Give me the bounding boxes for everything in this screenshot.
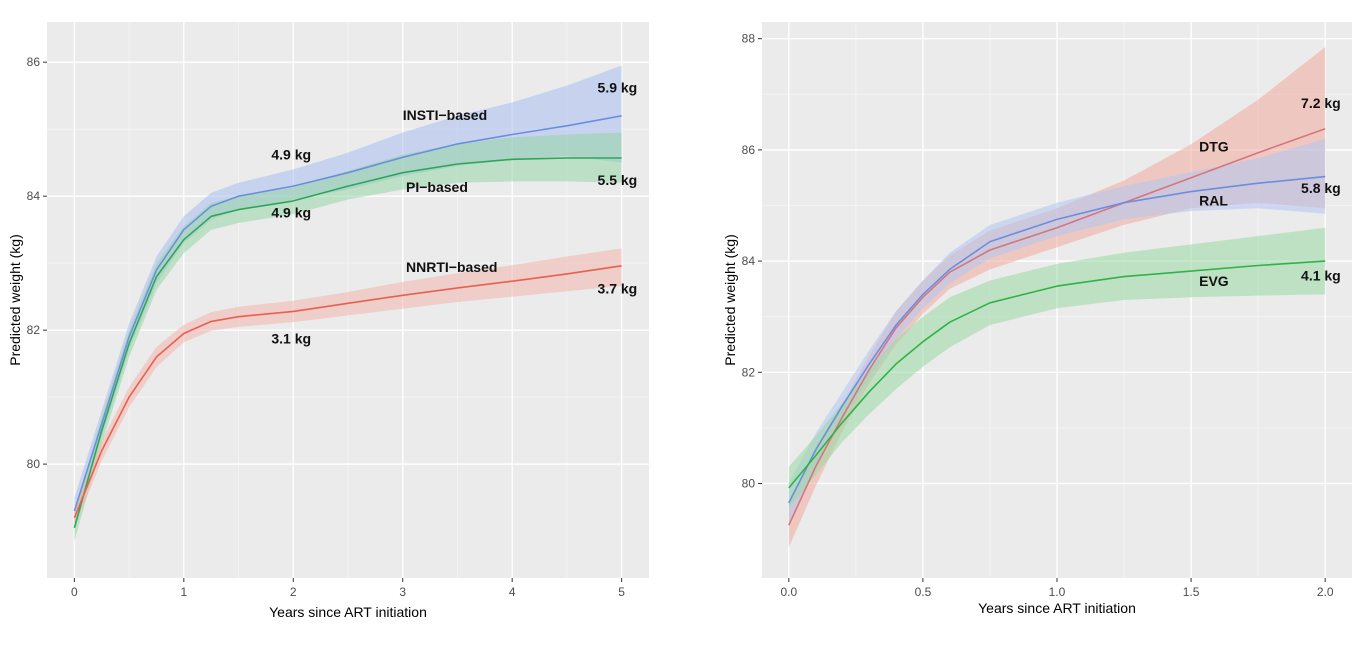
x-tick-label: 5 — [618, 585, 625, 599]
y-tick-label: 82 — [742, 365, 756, 379]
left-chart-panel: 0 1 2 3 4 5 80 82 84 86 INSTI−based PI−based NNRTI−b… — [7, 22, 649, 620]
x-tick-label: 4 — [509, 585, 516, 599]
nnrti-line — [73, 265, 622, 519]
y-axis-title: Predicted weight (kg) — [7, 234, 23, 366]
evg-line — [788, 260, 1326, 489]
annotation-label: 4.1 kg — [1301, 268, 1341, 284]
annotation-label: 5.5 kg — [598, 172, 638, 188]
annotation-label: 5.8 kg — [1301, 180, 1341, 196]
x-tick-label: 1.0 — [1049, 585, 1066, 599]
pi-line — [73, 157, 622, 529]
annotation-label: EVG — [1199, 273, 1229, 289]
annotation-label: 5.9 kg — [598, 79, 638, 95]
x-tick-label: 3 — [399, 585, 406, 599]
insti-confidence-band — [74, 65, 622, 525]
y-tick-label: 86 — [27, 55, 41, 69]
annotation-label: PI−based — [406, 179, 468, 195]
right-chart-panel: 0.0 0.5 1.0 1.5 2.0 80 82 84 86 88 DTG RAL EVG 7.2 kg… — [722, 22, 1352, 616]
insti-line — [73, 115, 622, 512]
x-axis-title: Years since ART initiation — [269, 604, 427, 620]
dtg-line — [788, 128, 1326, 526]
y-tick-label: 82 — [27, 323, 41, 337]
ral-confidence-band — [788, 138, 1326, 523]
y-tick-label: 84 — [27, 189, 41, 203]
y-tick-label: 80 — [742, 476, 756, 490]
pi-confidence-band — [74, 132, 622, 542]
y-tick-label: 88 — [742, 32, 756, 46]
x-tick-label: 2.0 — [1317, 585, 1334, 599]
x-tick-label: 1.5 — [1183, 585, 1200, 599]
y-tick-label: 86 — [742, 143, 756, 157]
annotation-label: 4.9 kg — [271, 205, 311, 221]
x-axis-title: Years since ART initiation — [978, 600, 1136, 616]
ral-line — [788, 175, 1326, 504]
annotation-label: DTG — [1199, 139, 1229, 155]
annotation-label: 4.9 kg — [271, 146, 311, 162]
x-tick-label: 0 — [71, 585, 78, 599]
nnrti-confidence-band — [74, 248, 622, 528]
annotation-label: 7.2 kg — [1301, 95, 1341, 111]
y-axis-title: Predicted weight (kg) — [722, 234, 738, 366]
annotation-label: INSTI−based — [403, 107, 487, 123]
x-tick-label: 2 — [290, 585, 297, 599]
y-tick-label: 80 — [27, 457, 41, 471]
x-tick-label: 1 — [180, 585, 187, 599]
x-tick-label: 0.5 — [915, 585, 932, 599]
y-tick-label: 84 — [742, 254, 756, 268]
evg-confidence-band — [788, 227, 1326, 509]
x-tick-label: 0.0 — [780, 585, 797, 599]
annotation-label: NNRTI−based — [406, 259, 497, 275]
annotation-label: 3.1 kg — [271, 331, 311, 347]
annotation-label: RAL — [1199, 192, 1228, 208]
annotation-label: 3.7 kg — [598, 280, 638, 296]
